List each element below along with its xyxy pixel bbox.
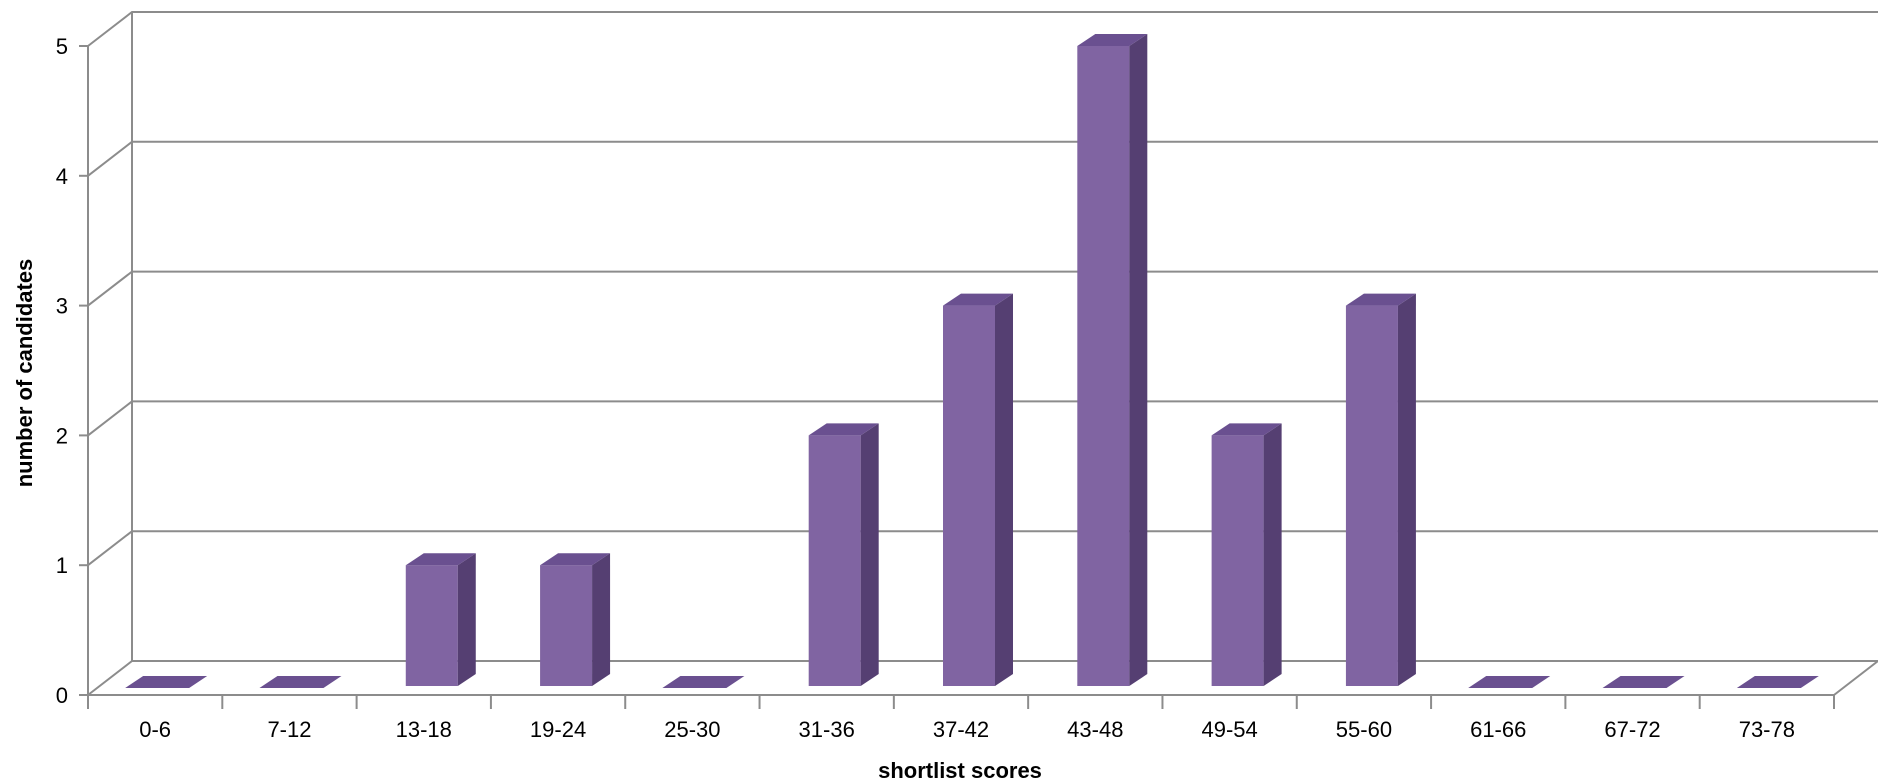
x-tick-label: 0-6	[139, 717, 171, 742]
bar-zero	[259, 676, 342, 688]
bar-top	[1077, 34, 1148, 46]
x-tick-label: 25-30	[664, 717, 720, 742]
bar	[540, 553, 611, 686]
bar	[1345, 293, 1416, 686]
bar-top	[405, 553, 476, 566]
y-tick-label: 0	[56, 683, 68, 708]
bar-top	[943, 293, 1013, 306]
bar-front	[1077, 46, 1130, 686]
gridline	[87, 11, 1878, 47]
bar-front	[808, 435, 861, 686]
x-tick-label: 31-36	[799, 717, 855, 742]
bar-side	[995, 293, 1013, 686]
y-tick-label: 1	[56, 553, 68, 578]
bar	[662, 676, 745, 688]
bar-top	[1211, 423, 1282, 436]
bar-top	[540, 553, 611, 566]
bar-side	[1263, 423, 1282, 686]
bar-zero	[1468, 676, 1551, 688]
y-tick-label: 4	[56, 164, 68, 189]
x-tick-label: 19-24	[530, 717, 586, 742]
y-axis-title: number of candidates	[12, 259, 37, 488]
bar-side	[592, 553, 611, 686]
x-tick-label: 7-12	[267, 717, 311, 742]
bar	[405, 553, 476, 686]
tick-labels: 0 1 2 3 4 5 0-6 7-12 13-18 19-24 25-30 31-36 37-42 43…	[56, 34, 1795, 742]
bar	[1736, 676, 1819, 688]
bar-front	[405, 565, 458, 686]
bar	[1602, 676, 1685, 688]
bar-zero	[125, 676, 208, 688]
bar	[943, 293, 1013, 686]
bar-front	[1211, 435, 1264, 686]
y-tick-label: 5	[56, 34, 68, 59]
bar	[125, 676, 208, 688]
bar-top	[808, 423, 879, 436]
x-tick-label: 55-60	[1336, 717, 1392, 742]
bar-zero	[662, 676, 745, 688]
bar-side	[457, 553, 476, 686]
bar-side	[1129, 34, 1148, 686]
y-tick-label: 3	[56, 294, 68, 319]
bar	[259, 676, 342, 688]
axes	[79, 12, 1835, 709]
bar-front	[540, 565, 593, 686]
bar-zero	[1736, 676, 1819, 688]
bar-front	[943, 305, 995, 686]
bar	[1077, 34, 1148, 686]
x-tick-label: 49-54	[1201, 717, 1257, 742]
bar	[1468, 676, 1551, 688]
x-tick-label: 37-42	[933, 717, 989, 742]
y-tick-label: 2	[56, 423, 68, 448]
x-tick-label: 13-18	[396, 717, 452, 742]
x-tick-label: 67-72	[1604, 717, 1660, 742]
bars	[125, 34, 1819, 688]
gridline	[87, 140, 1878, 177]
x-axis-title: shortlist scores	[878, 758, 1042, 781]
x-tick-label: 61-66	[1470, 717, 1526, 742]
bar	[808, 423, 879, 686]
bar	[1211, 423, 1282, 686]
bar-top	[1345, 293, 1416, 306]
x-tick-label: 43-48	[1067, 717, 1123, 742]
floor-right-edge	[1833, 660, 1878, 696]
bar-side	[1397, 293, 1416, 686]
bar-front	[1345, 305, 1398, 686]
bar-side	[860, 423, 879, 686]
x-tick-label: 73-78	[1739, 717, 1795, 742]
bar-zero	[1602, 676, 1685, 688]
